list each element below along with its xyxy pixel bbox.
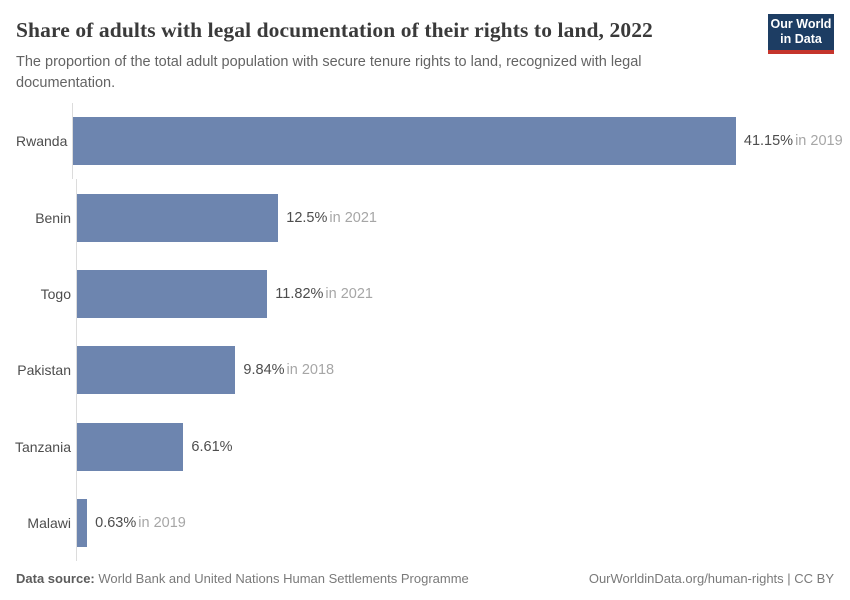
footer-link[interactable]: OurWorldinData.org/human-rights | CC BY xyxy=(588,571,834,586)
bar-row: Malawi 0.63% in 2019 xyxy=(16,484,834,562)
bar[interactable] xyxy=(77,193,279,242)
bar-row: Pakistan 9.84% in 2018 xyxy=(16,332,834,409)
country-label: Togo xyxy=(40,285,71,302)
value-label: 11.82% xyxy=(275,285,324,302)
page-title: Share of adults with legal documentation… xyxy=(16,18,653,42)
value-label: 41.15% xyxy=(743,133,794,150)
bar[interactable] xyxy=(77,346,236,395)
value-wrap: 9.84% in 2018 xyxy=(243,362,334,378)
year-label: in 2021 xyxy=(329,209,377,226)
bar-chart: Rwanda 41.15% in 2019 Benin 12.5% in 202… xyxy=(14,103,843,562)
bar[interactable] xyxy=(77,498,88,547)
value-label: 9.84% xyxy=(243,362,285,379)
value-wrap: 12.5% in 2021 xyxy=(286,210,377,226)
country-label: Malawi xyxy=(27,514,71,531)
data-source-label: Data source: xyxy=(16,571,95,586)
owid-logo-line2: in Data xyxy=(780,32,822,46)
country-label: Tanzania xyxy=(14,438,71,455)
value-wrap: 41.15% in 2019 xyxy=(744,133,843,149)
value-label: 6.61% xyxy=(191,438,233,455)
country-label: Benin xyxy=(35,209,71,226)
country-label: Pakistan xyxy=(17,362,71,379)
bar-track: 41.15% in 2019 xyxy=(72,103,843,180)
bar-track: 11.82% in 2021 xyxy=(76,255,834,333)
bar-track: 12.5% in 2021 xyxy=(76,179,834,256)
header-text: Share of adults with legal documentation… xyxy=(16,14,768,93)
bar[interactable] xyxy=(73,117,736,166)
chart-header: Share of adults with legal documentation… xyxy=(16,14,834,93)
year-label: in 2018 xyxy=(286,362,335,379)
bar-row: Benin 12.5% in 2021 xyxy=(16,179,834,256)
value-label: 12.5% xyxy=(286,209,328,226)
page-subtitle: The proportion of the total adult popula… xyxy=(16,54,642,91)
owid-logo[interactable]: Our World in Data xyxy=(768,14,834,54)
data-source-text: World Bank and United Nations Human Sett… xyxy=(94,571,469,586)
value-label: 0.63% xyxy=(95,514,137,531)
bar-track: 0.63% in 2019 xyxy=(76,484,834,562)
country-label: Rwanda xyxy=(16,133,68,150)
value-wrap: 6.61% xyxy=(191,439,234,455)
year-label: in 2019 xyxy=(795,133,843,150)
value-wrap: 0.63% in 2019 xyxy=(95,515,186,531)
bar[interactable] xyxy=(77,269,268,318)
bar-row: Rwanda 41.15% in 2019 xyxy=(16,103,843,180)
bar-row: Tanzania 6.61% xyxy=(14,408,834,485)
chart-footer: Data source: World Bank and United Natio… xyxy=(16,565,834,586)
bar-track: 9.84% in 2018 xyxy=(76,332,834,409)
year-label: in 2021 xyxy=(325,285,373,302)
bar-row: Togo 11.82% in 2021 xyxy=(16,255,834,333)
owid-logo-line1: Our World xyxy=(770,16,832,31)
bar-track: 6.61% xyxy=(76,408,834,485)
data-source: Data source: World Bank and United Natio… xyxy=(16,571,469,586)
bar[interactable] xyxy=(77,422,184,471)
year-label: in 2019 xyxy=(138,514,186,531)
value-wrap: 11.82% in 2021 xyxy=(275,286,373,302)
